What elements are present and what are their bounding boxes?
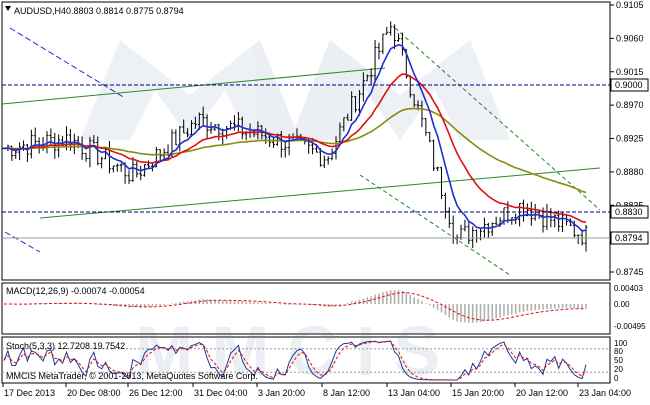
level-label-upper: 0.9000 <box>615 80 643 90</box>
down-channel-lower <box>359 174 511 276</box>
time-tick-label: 20 Jan 12:00 <box>516 388 568 398</box>
macd-tick-top: 0.00403 <box>614 284 643 293</box>
level-0.9000: 0.9000 <box>2 78 649 92</box>
ma-mid-line <box>3 73 587 223</box>
ohlc-values: 0.8803 0.8814 0.8775 0.8794 <box>66 6 184 16</box>
price-tick-label: 0.8835 <box>616 200 644 210</box>
watermark-logo: MMCIS <box>80 40 510 390</box>
price-tick-label: 0.9105 <box>616 0 644 10</box>
collapse-arrow-icon[interactable] <box>5 6 11 11</box>
channel-upper-line <box>1 67 386 105</box>
stoch-signal-line <box>3 340 587 381</box>
chart-header: AUDUSD,H4 0.8803 0.8814 0.8775 0.8794 <box>5 6 184 16</box>
watermark-text: MMCIS <box>135 312 458 390</box>
level-label-lower: 0.8830 <box>615 207 643 217</box>
price-tick-label: 0.9015 <box>616 67 644 77</box>
stoch-main-line <box>3 340 587 381</box>
time-tick-label: 26 Dec 12:00 <box>129 388 183 398</box>
time-tick-label: 3 Jan 20:00 <box>258 388 305 398</box>
copyright-text: MMCIS MetaTrader, © 2001-2013, MetaQuote… <box>6 371 258 381</box>
stoch-label: Stoch(5,3,3) 12.7208 19.7542 <box>6 341 125 351</box>
ma-fast-line <box>3 43 587 232</box>
channel-lower-line <box>39 167 601 219</box>
down-channel-upper <box>394 27 601 211</box>
time-tick-label: 23 Jan 04:00 <box>579 388 631 398</box>
time-tick-label: 13 Jan 04:00 <box>388 388 440 398</box>
level-0.8830: 0.8830 <box>2 205 649 219</box>
current-price-marker: 0.8794 <box>2 231 649 245</box>
macd-tick-zero: 0.00 <box>614 300 630 309</box>
current-price-label: 0.8794 <box>615 233 643 243</box>
time-tick-label: 8 Jan 12:00 <box>323 388 370 398</box>
macd-signal-line <box>4 292 586 321</box>
time-tick-label: 31 Dec 04:00 <box>194 388 248 398</box>
stoch-tick-100: 100 <box>614 339 628 348</box>
time-axis: 17 Dec 2013 20 Dec 08:00 26 Dec 12:00 31 De… <box>2 383 631 398</box>
price-tick-label: 0.8925 <box>616 134 644 144</box>
blue-dashed-trendline <box>9 27 126 99</box>
symbol-label: AUDUSD,H4 <box>14 6 66 16</box>
time-tick-label: 15 Jan 20:00 <box>452 388 504 398</box>
macd-label: MACD(12,26,9) -0.00074 -0.00054 <box>6 286 145 296</box>
price-tick-label: 0.8745 <box>616 267 644 277</box>
stoch-tick-20: 20 <box>614 365 623 374</box>
blue-dashed-trendline-low <box>4 231 41 253</box>
stoch-panel <box>1 336 611 384</box>
price-tick-label: 0.9060 <box>616 33 644 43</box>
stoch-tick-0: 0 <box>614 374 619 383</box>
stoch-tick-50: 50 <box>614 356 623 365</box>
price-tick-label: 0.8970 <box>616 100 644 110</box>
price-tick-label: 0.8880 <box>616 167 644 177</box>
time-tick-label: 20 Dec 08:00 <box>67 388 121 398</box>
stoch-tick-80: 80 <box>614 347 623 356</box>
time-tick-label: 17 Dec 2013 <box>4 388 55 398</box>
macd-tick-bottom: -0.00495 <box>614 322 646 331</box>
